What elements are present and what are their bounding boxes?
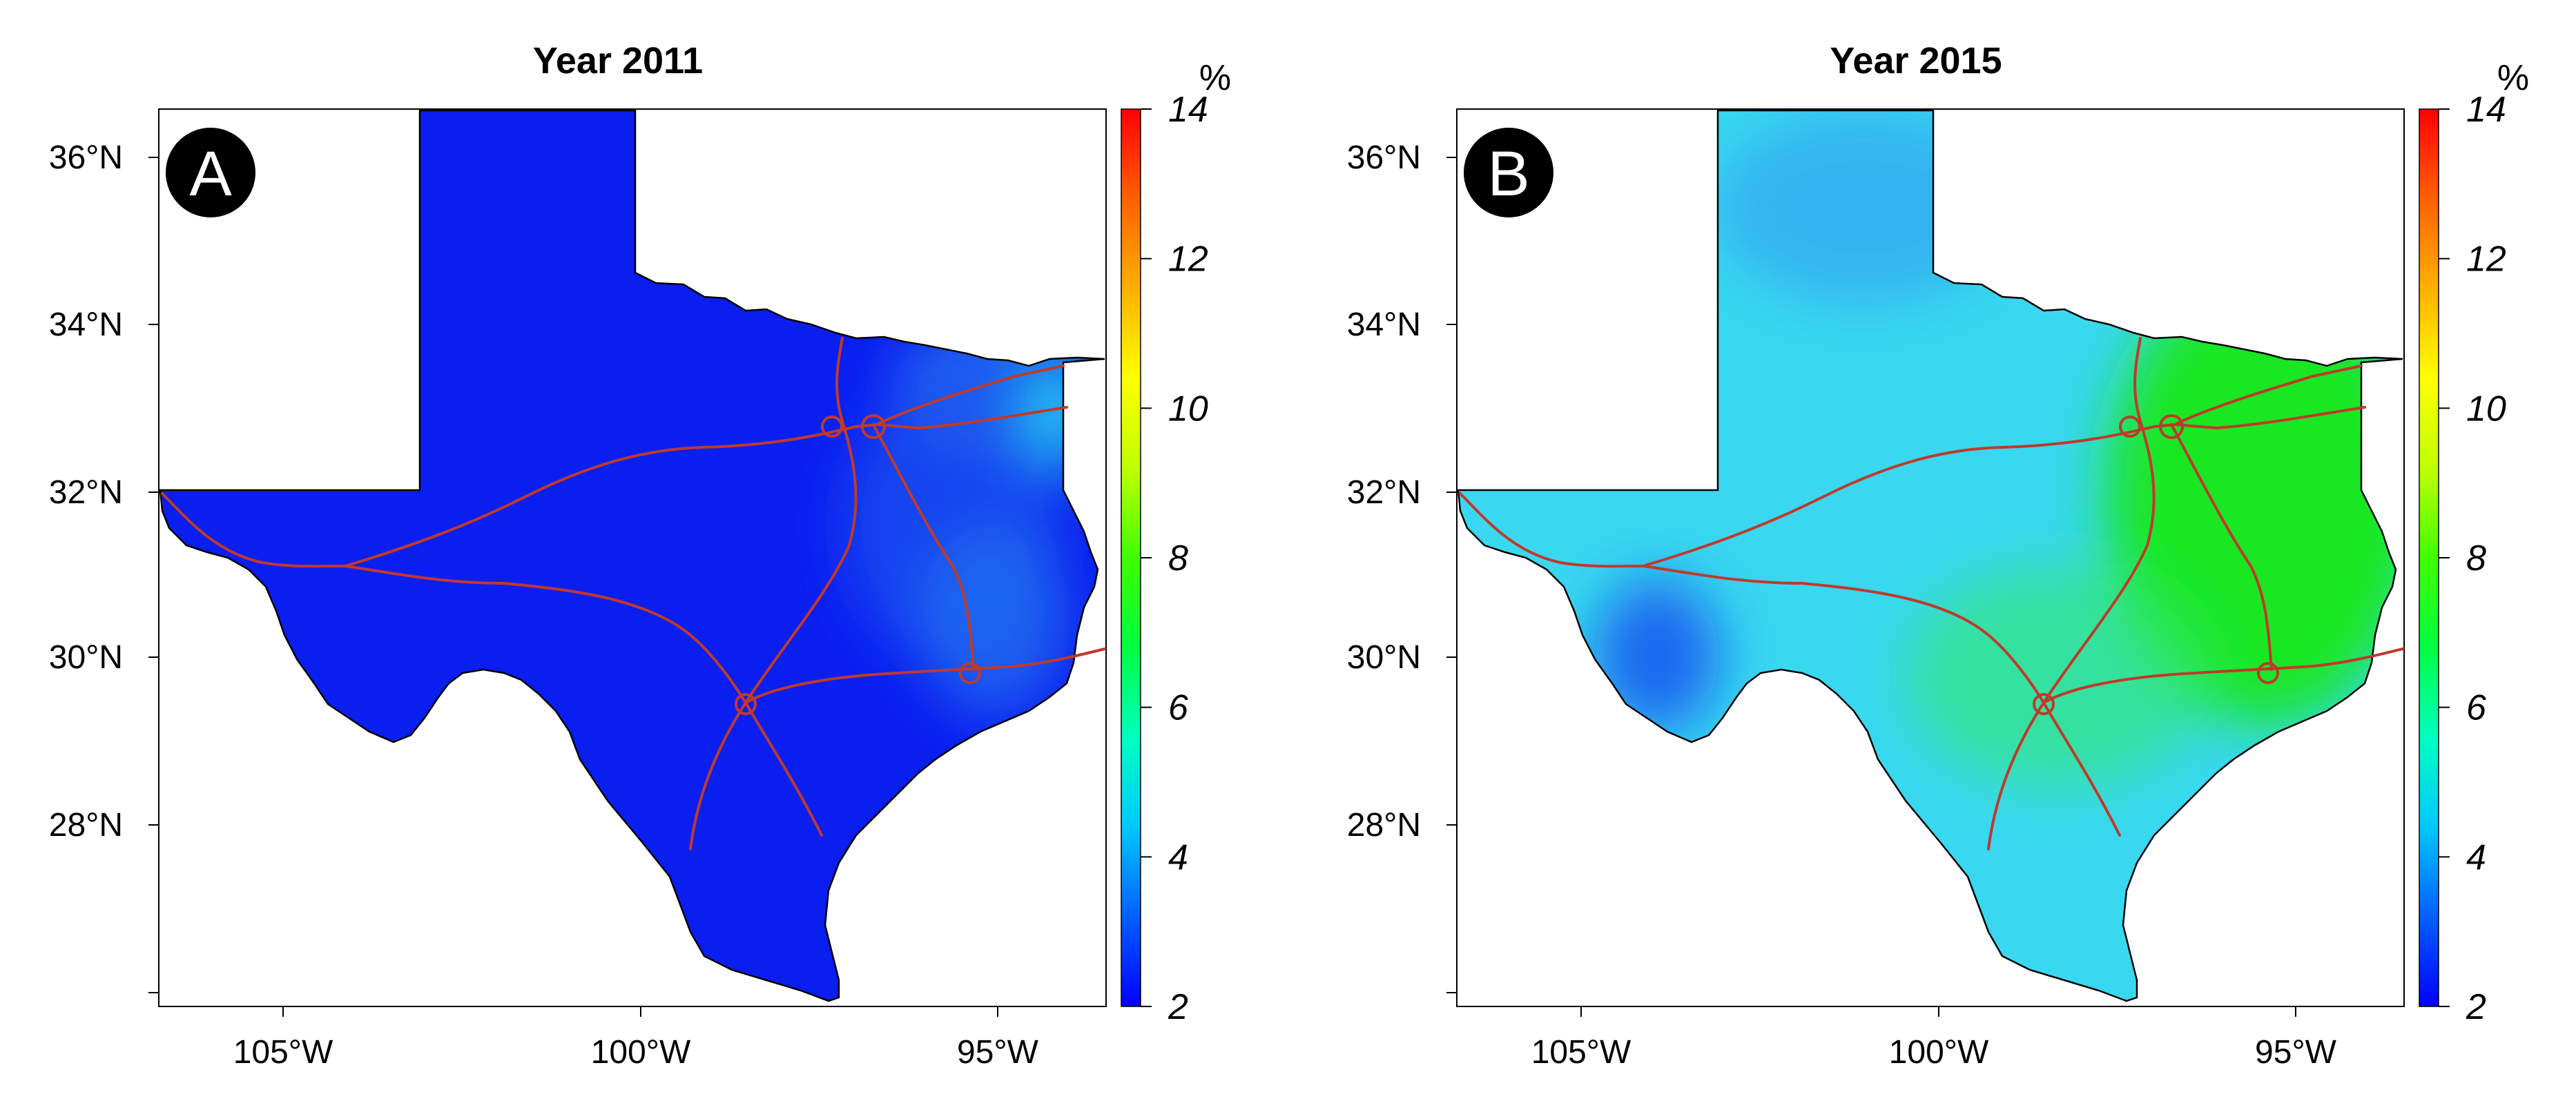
panel-a-variation-coast xyxy=(918,525,1070,718)
panel-b-city-dallas xyxy=(2159,414,2184,439)
panel-a-colorbar-tick-2: 2 xyxy=(1168,987,1188,1027)
panel-b-colorbar-tick-2: 2 xyxy=(2466,987,2486,1027)
panel-b-lat-tick-32: 32°N xyxy=(1347,474,1421,511)
panel-a-road-i37 xyxy=(744,701,823,837)
panel-a-road-i20 xyxy=(344,406,1068,567)
panel-b-road-i10 xyxy=(1459,492,2404,704)
panel-b-road-i35 xyxy=(1987,337,2156,850)
panel-b-lat-tick-30: 30°N xyxy=(1347,639,1421,676)
panel-b-badge: B xyxy=(1464,128,1553,217)
panel-a-colorbar-unit: % xyxy=(1199,58,1231,98)
panel-b-lat-axis: 36°N 34°N 32°N 30°N 28°N xyxy=(1347,139,1457,993)
panel-b-lon-tick-105: 105°W xyxy=(1531,1034,1631,1071)
panel-b-city-sanantonio xyxy=(2033,693,2055,715)
panel-a-colorbar: % 14 12 10 8 6 4 2 xyxy=(1121,58,1231,1027)
panel-b: Year 2015 B xyxy=(1347,40,2529,1071)
panel-a-badge-letter: A xyxy=(189,139,232,209)
panel-a-city-fortworth xyxy=(821,416,843,438)
panel-b-variation-southwest-dark xyxy=(1595,580,1719,732)
panel-b-city-fortworth xyxy=(2119,416,2141,438)
panel-b-lat-tick-28: 28°N xyxy=(1347,807,1421,844)
panel-b-colorbar: % 14 12 10 8 6 4 2 xyxy=(2419,58,2529,1027)
panel-a-colorbar-tick-12: 12 xyxy=(1168,240,1208,280)
panel-a-road-i35 xyxy=(689,337,858,850)
panel-b-map xyxy=(1458,110,2403,1001)
panel-a-lon-tick-100: 100°W xyxy=(591,1034,691,1071)
panel-b-variation-west-blue xyxy=(1712,110,2016,304)
panel-a-colorbar-tick-10: 10 xyxy=(1168,389,1208,429)
panel-a-map xyxy=(160,110,1105,1001)
panel-a-roads xyxy=(161,337,1106,850)
panel-a-lat-tick-30: 30°N xyxy=(49,639,123,676)
panel-a-lat-tick-34: 34°N xyxy=(49,306,123,343)
panel-a-city-dallas xyxy=(861,414,886,439)
panel-a-lon-tick-105: 105°W xyxy=(233,1034,333,1071)
panel-b-lat-tick-34: 34°N xyxy=(1347,306,1421,343)
panel-a-city-sanantonio xyxy=(735,693,757,715)
panel-b-variation-east-green xyxy=(2106,269,2403,725)
panel-b-colorbar-tick-6: 6 xyxy=(2466,688,2486,728)
panel-b-colorbar-tick-10: 10 xyxy=(2466,389,2506,429)
panel-a-lon-tick-95: 95°W xyxy=(957,1034,1039,1071)
panel-a-road-i10 xyxy=(161,492,1106,704)
panel-b-road-i45 xyxy=(2170,423,2273,671)
panel-a-road-i45 xyxy=(872,423,975,671)
panel-a-colorbar-tick-4: 4 xyxy=(1168,837,1188,877)
panel-b-colorbar-tick-4: 4 xyxy=(2466,837,2486,877)
panel-a-badge: A xyxy=(166,128,255,217)
panel-a-lat-tick-36: 36°N xyxy=(49,139,123,176)
panel-a-colorbar-ramp xyxy=(1121,108,1141,1007)
panel-a-road-i30 xyxy=(875,364,1065,426)
panel-a-lon-axis: 105°W 100°W 95°W xyxy=(233,1006,1039,1071)
panel-b-lon-tick-100: 100°W xyxy=(1889,1034,1989,1071)
panel-a-plot-frame xyxy=(158,108,1107,1007)
panel-b-colorbar-unit: % xyxy=(2497,58,2529,98)
panel-a-lat-tick-32: 32°N xyxy=(49,474,123,511)
panel-b-plot-frame xyxy=(1456,108,2405,1007)
panel-b-lon-axis: 105°W 100°W 95°W xyxy=(1531,1006,2337,1071)
panel-b-city-houston xyxy=(2257,662,2279,684)
panel-a-colorbar-tick-6: 6 xyxy=(1168,688,1188,728)
panel-b-colorbar-tick-12: 12 xyxy=(2466,240,2506,280)
panel-a: Year 2011 xyxy=(49,40,1231,1071)
panel-a-lat-tick-28: 28°N xyxy=(49,807,123,844)
panel-a-city-houston xyxy=(959,662,981,684)
panel-b-road-i37 xyxy=(2042,701,2121,837)
panel-b-lat-tick-36: 36°N xyxy=(1347,139,1421,176)
panel-b-title: Year 2015 xyxy=(1830,40,2002,81)
panel-b-colorbar-tick-8: 8 xyxy=(2466,538,2486,578)
panel-b-colorbar-tick-14: 14 xyxy=(2466,90,2506,130)
panel-b-lon-tick-95: 95°W xyxy=(2255,1034,2337,1071)
panel-a-colorbar-tick-8: 8 xyxy=(1168,538,1188,578)
panel-b-badge-letter: B xyxy=(1487,139,1529,209)
panel-b-colorbar-ramp xyxy=(2419,108,2439,1007)
panel-b-variation-central-green xyxy=(1906,566,2209,787)
panel-a-lat-axis: 36°N 34°N 32°N 30°N 28°N xyxy=(49,139,159,993)
panel-b-road-i30 xyxy=(2173,364,2363,426)
panel-a-colorbar-tick-14: 14 xyxy=(1168,90,1208,130)
panel-a-title: Year 2011 xyxy=(533,40,703,81)
panel-b-roads xyxy=(1459,337,2404,850)
panel-b-road-i20 xyxy=(1642,406,2366,567)
